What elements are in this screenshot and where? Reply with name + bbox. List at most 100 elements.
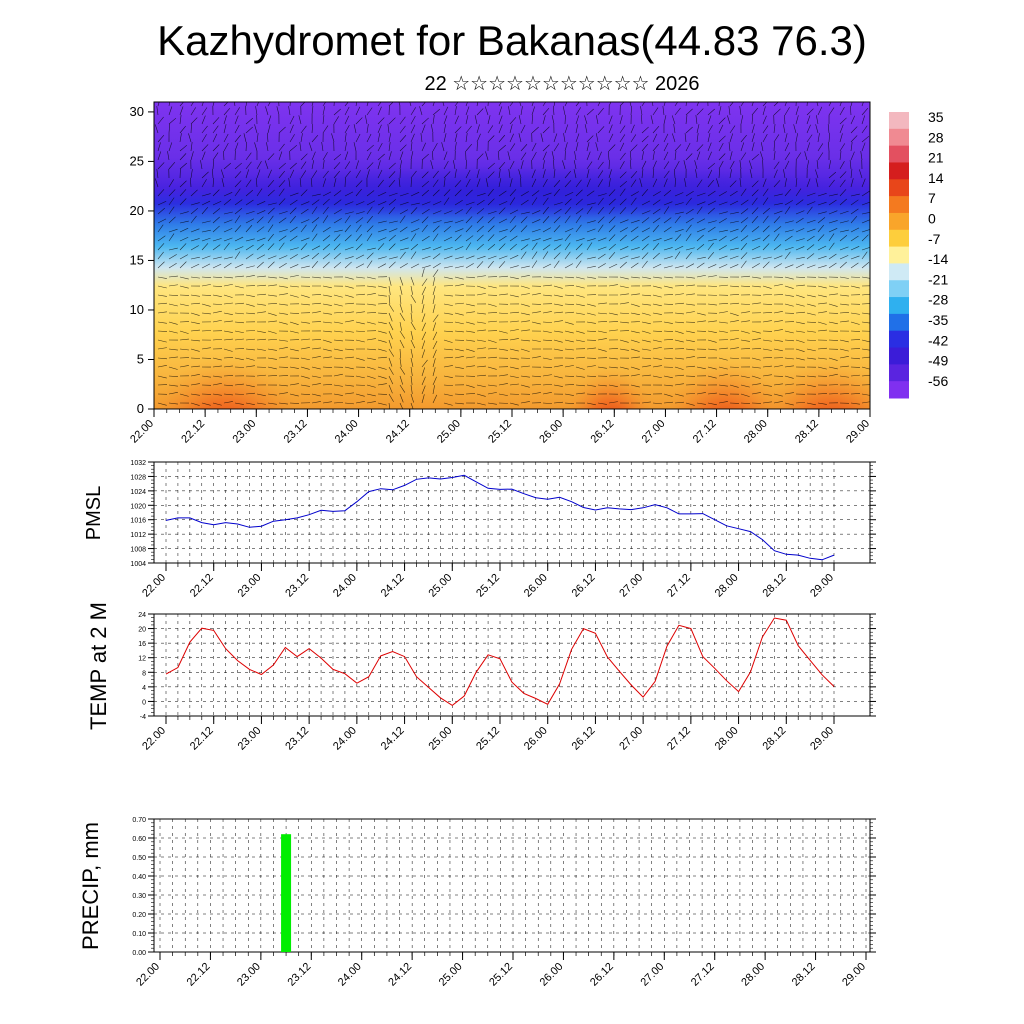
wind-barb bbox=[245, 225, 253, 233]
wind-barb bbox=[212, 160, 215, 170]
wind-barb bbox=[377, 356, 387, 359]
wind-barb bbox=[542, 311, 552, 314]
wind-barb bbox=[421, 153, 429, 161]
wind-barb bbox=[817, 201, 827, 206]
wind-barb bbox=[190, 189, 198, 197]
wind-barb bbox=[487, 244, 496, 251]
wind-barb bbox=[234, 302, 244, 305]
wind-barb bbox=[751, 330, 761, 334]
wind-barb bbox=[421, 216, 429, 224]
wind-barb bbox=[344, 211, 354, 215]
wind-barb bbox=[179, 189, 187, 197]
wind-barb bbox=[597, 338, 607, 341]
wind-barb bbox=[333, 348, 343, 352]
wind-barb bbox=[817, 329, 827, 332]
wind-barb bbox=[190, 294, 200, 297]
wind-barb bbox=[817, 311, 827, 314]
wind-barb bbox=[432, 358, 436, 368]
wind-barb bbox=[861, 190, 870, 197]
wind-barb bbox=[366, 338, 376, 341]
wind-barb bbox=[509, 383, 519, 386]
wind-barb bbox=[850, 393, 861, 395]
wind-barb bbox=[531, 169, 536, 179]
wind-barb bbox=[773, 193, 783, 197]
wind-barb bbox=[729, 211, 739, 215]
wind-barb bbox=[564, 393, 574, 396]
wind-barb bbox=[762, 303, 773, 305]
wind-barb bbox=[443, 133, 447, 143]
wind-barb bbox=[850, 402, 860, 405]
wind-barb bbox=[465, 102, 468, 107]
wind-barb bbox=[410, 276, 415, 286]
wind-barb bbox=[716, 178, 720, 188]
wind-barb bbox=[377, 160, 381, 170]
wind-barb bbox=[344, 256, 354, 260]
wind-barb bbox=[707, 226, 716, 233]
wind-barb bbox=[608, 374, 618, 377]
wind-barb bbox=[234, 383, 244, 386]
wind-barb bbox=[804, 151, 808, 161]
wind-barb bbox=[817, 402, 827, 405]
wind-barb bbox=[223, 357, 233, 359]
wind-barb bbox=[344, 161, 351, 170]
wind-barb bbox=[190, 263, 200, 269]
x-tick-label: 28.00 bbox=[713, 572, 741, 600]
y-tick-label: 0.70 bbox=[132, 817, 146, 824]
wind-barb bbox=[663, 206, 670, 215]
wind-barb bbox=[289, 383, 299, 386]
wind-barb bbox=[773, 180, 781, 188]
wind-barb bbox=[696, 206, 703, 215]
wind-barb bbox=[718, 142, 724, 152]
wind-barb bbox=[299, 142, 302, 152]
wind-barb bbox=[190, 374, 200, 377]
wind-barb bbox=[542, 192, 552, 197]
wind-barb bbox=[487, 102, 489, 107]
wind-barb bbox=[311, 106, 314, 116]
wind-barb bbox=[575, 252, 583, 260]
wind-barb bbox=[773, 383, 783, 386]
wind-barb bbox=[784, 303, 794, 307]
wind-barb bbox=[476, 402, 486, 406]
wind-barb bbox=[421, 117, 429, 125]
wind-barb bbox=[267, 207, 275, 215]
wind-barb bbox=[817, 133, 820, 143]
wind-barb bbox=[498, 229, 508, 233]
wind-barb bbox=[817, 193, 827, 197]
wind-barb bbox=[432, 349, 437, 359]
wind-barb bbox=[729, 293, 739, 296]
wind-barb bbox=[850, 246, 860, 251]
wind-barb bbox=[784, 133, 788, 143]
wind-barb bbox=[201, 179, 207, 188]
wind-barb bbox=[850, 227, 860, 233]
wind-barb bbox=[212, 216, 220, 224]
y-tick-label: 1032 bbox=[130, 460, 146, 467]
wind-barb bbox=[300, 393, 310, 396]
wind-barb bbox=[223, 199, 232, 206]
wind-barb bbox=[421, 102, 426, 107]
wind-barb bbox=[388, 366, 394, 375]
wind-barb bbox=[234, 321, 244, 324]
wind-barb bbox=[454, 393, 464, 395]
wind-barb bbox=[597, 224, 604, 233]
wind-barb bbox=[685, 217, 694, 224]
wind-barb bbox=[817, 294, 827, 298]
wind-barb bbox=[399, 402, 404, 409]
wind-barb bbox=[465, 321, 475, 325]
wind-barb bbox=[355, 133, 361, 143]
wind-barb bbox=[806, 384, 816, 387]
wind-barb bbox=[254, 124, 258, 134]
wind-barb bbox=[366, 233, 373, 242]
wind-barb bbox=[355, 293, 365, 296]
wind-barb bbox=[267, 233, 274, 242]
wind-barb bbox=[573, 160, 577, 170]
wind-barb bbox=[421, 142, 426, 152]
wind-barb bbox=[586, 303, 596, 307]
wind-barb bbox=[707, 366, 717, 370]
wind-barb bbox=[795, 339, 805, 343]
wind-barb bbox=[718, 357, 728, 361]
wind-barb bbox=[245, 189, 254, 197]
wind-barb bbox=[553, 252, 561, 260]
wind-barb bbox=[432, 340, 438, 350]
wind-barb bbox=[454, 200, 463, 206]
